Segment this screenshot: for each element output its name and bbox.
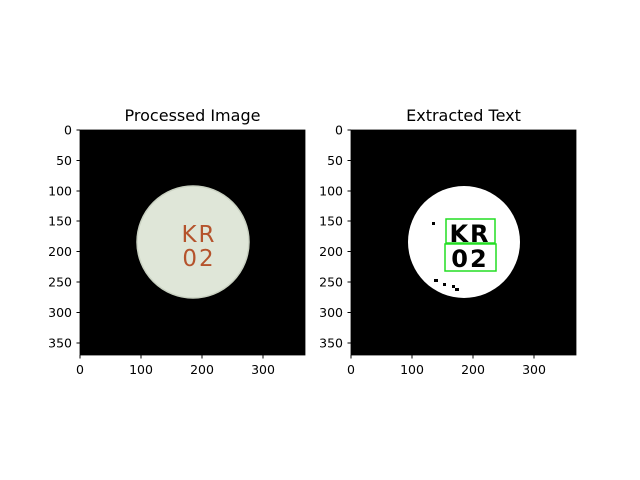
x-tick-label: 0 bbox=[347, 362, 355, 377]
axes-frame bbox=[79, 129, 306, 356]
y-tick-label: 50 bbox=[56, 153, 72, 168]
panel-extracted-text: Extracted Text KR 02 0 bbox=[319, 106, 577, 377]
pill-imprint-line-1: KR bbox=[181, 222, 216, 248]
x-tick-label: 300 bbox=[522, 362, 546, 377]
pill-imprint-line-2: 02 bbox=[182, 246, 215, 272]
x-tick-label: 100 bbox=[129, 362, 153, 377]
pill bbox=[137, 186, 249, 298]
y-tick-label: 200 bbox=[48, 244, 72, 259]
text-bounding-box bbox=[444, 243, 497, 272]
y-tick-label: 100 bbox=[48, 184, 72, 199]
noise-specks bbox=[432, 222, 459, 291]
x-tick-label: 100 bbox=[400, 362, 424, 377]
y-tick-label: 350 bbox=[319, 336, 343, 351]
panel-processed-image: Processed Image KR 02 0 50 100 150 200 2… bbox=[48, 106, 306, 377]
x-tick-label: 200 bbox=[190, 362, 214, 377]
pill-mask bbox=[408, 186, 520, 298]
y-axis: 0 50 100 150 200 250 300 350 bbox=[48, 123, 80, 351]
y-tick-label: 350 bbox=[48, 336, 72, 351]
x-tick-label: 300 bbox=[251, 362, 275, 377]
y-tick-label: 250 bbox=[319, 275, 343, 290]
detected-text-line-2: 02 bbox=[451, 245, 488, 273]
y-tick-label: 150 bbox=[319, 214, 343, 229]
y-tick-label: 300 bbox=[48, 305, 72, 320]
y-tick-label: 0 bbox=[335, 123, 343, 138]
y-tick-label: 300 bbox=[319, 305, 343, 320]
y-tick-label: 100 bbox=[319, 184, 343, 199]
y-tick-label: 200 bbox=[319, 244, 343, 259]
x-tick-label: 200 bbox=[461, 362, 485, 377]
x-axis: 0 100 200 300 bbox=[347, 355, 546, 377]
panel-title: Extracted Text bbox=[406, 106, 521, 125]
y-tick-label: 250 bbox=[48, 275, 72, 290]
y-tick-label: 150 bbox=[48, 214, 72, 229]
pill-edge bbox=[136, 185, 250, 299]
text-bounding-box bbox=[445, 218, 496, 244]
x-axis: 0 100 200 300 bbox=[76, 355, 275, 377]
y-tick-label: 50 bbox=[327, 153, 343, 168]
panel-title: Processed Image bbox=[125, 106, 261, 125]
axes-frame bbox=[350, 129, 577, 356]
x-tick-label: 0 bbox=[76, 362, 84, 377]
y-tick-label: 0 bbox=[64, 123, 72, 138]
y-axis: 0 50 100 150 200 250 300 350 bbox=[319, 123, 351, 351]
